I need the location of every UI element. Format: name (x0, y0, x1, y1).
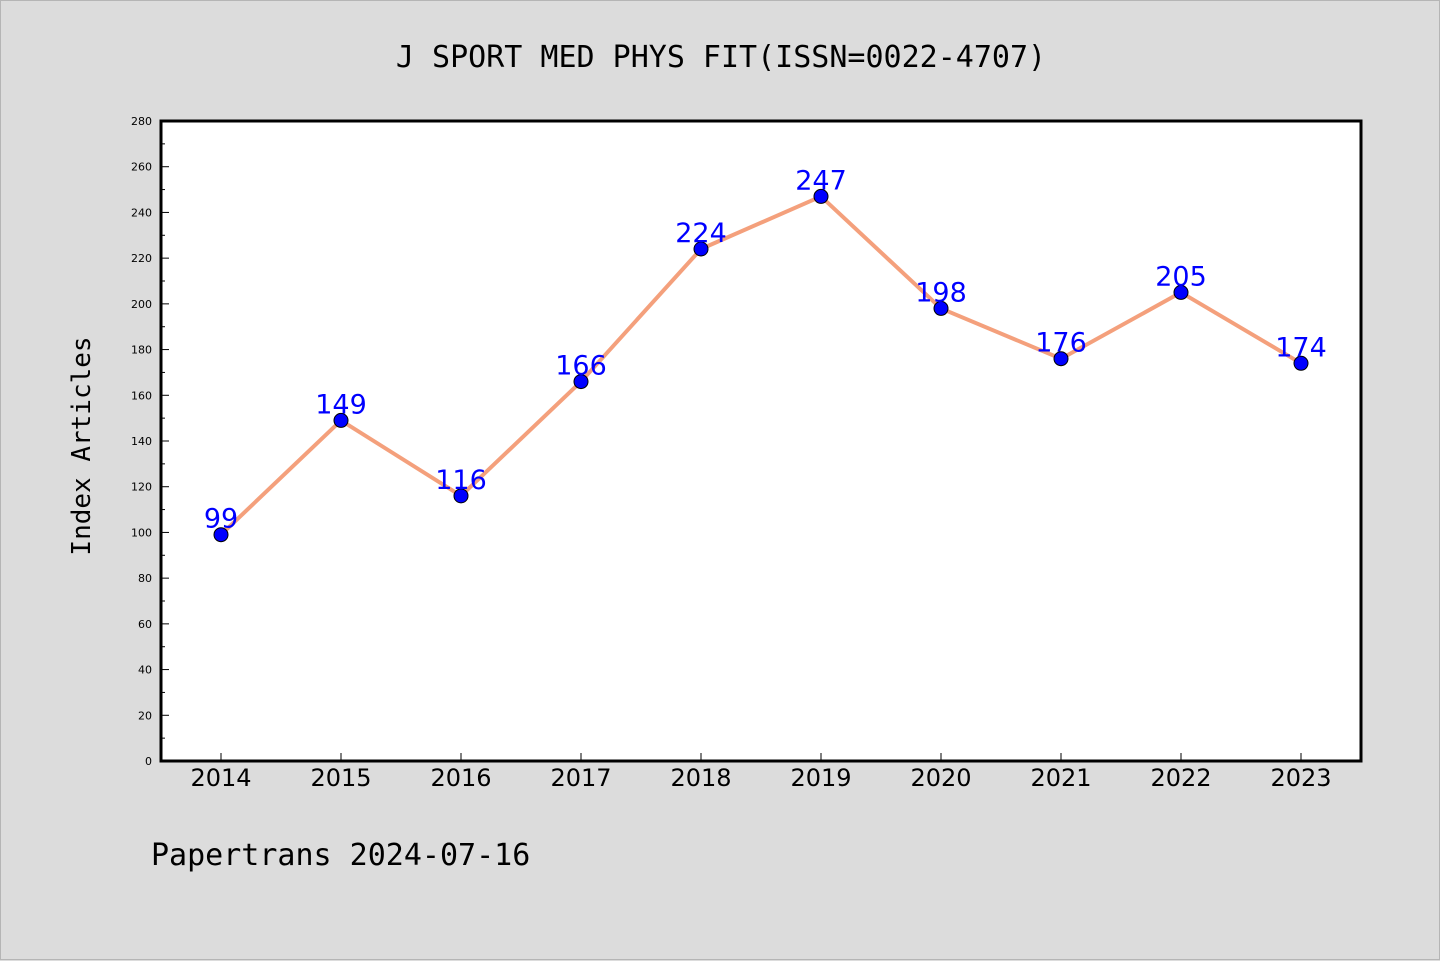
plot-border (159, 119, 1363, 763)
series-line (219, 194, 1303, 537)
data-label: 149 (315, 389, 367, 420)
y-tick-label: 80 (138, 572, 152, 585)
data-point (573, 374, 589, 390)
data-point (213, 527, 229, 543)
y-tick-label: 40 (138, 664, 152, 677)
y-tick-label: 160 (131, 389, 152, 402)
y-tick-label: 220 (131, 252, 152, 265)
data-point (333, 412, 349, 428)
chart-title: J SPORT MED PHYS FIT(ISSN=0022-4707) (396, 40, 1046, 75)
y-tick-label: 20 (138, 709, 152, 722)
x-tick-label: 2018 (670, 764, 731, 792)
x-tick-label: 2020 (910, 764, 971, 792)
y-tick-label: 120 (131, 481, 152, 494)
y-axis-ticks: 0 20 40 60 80 100 120 140 160 180 200 220 240 260 280 (131, 115, 169, 768)
y-tick-label: 0 (145, 755, 152, 768)
y-tick-label: 260 (131, 161, 152, 174)
series-layer (213, 188, 1309, 543)
plot-area (161, 121, 1361, 761)
data-label: 224 (675, 218, 727, 249)
y-tick-label: 60 (138, 618, 152, 631)
data-point (1293, 355, 1309, 371)
data-label: 99 (204, 504, 238, 535)
y-tick-label: 240 (131, 206, 152, 219)
y-tick-label: 100 (131, 526, 152, 539)
x-tick-label: 2022 (1150, 764, 1211, 792)
data-label: 166 (555, 351, 607, 382)
y-axis-label: Index Articles (67, 336, 97, 555)
data-label: 198 (915, 277, 967, 308)
data-point (813, 188, 829, 204)
x-tick-label: 2021 (1030, 764, 1091, 792)
data-label: 205 (1155, 261, 1207, 292)
data-label: 176 (1035, 328, 1087, 359)
x-tick-label: 2015 (310, 764, 371, 792)
x-tick-label: 2019 (790, 764, 851, 792)
x-axis-ticks: 2014 2015 2016 2017 2018 2019 2020 2021 2022 2023 (190, 753, 1332, 792)
footer-text: Papertrans 2024-07-16 (151, 838, 530, 873)
data-point (1053, 351, 1069, 367)
data-point (933, 300, 949, 316)
data-labels-layer: 99 149 116 166 224 247 198 176 205 174 (204, 165, 1327, 534)
y-tick-label: 180 (131, 344, 152, 357)
x-tick-label: 2017 (550, 764, 611, 792)
data-label: 174 (1275, 332, 1327, 363)
x-tick-label: 2014 (190, 764, 251, 792)
y-tick-label: 140 (131, 435, 152, 448)
y-tick-label: 200 (131, 298, 152, 311)
data-point (693, 241, 709, 257)
data-label: 116 (435, 465, 487, 496)
x-tick-label: 2023 (1270, 764, 1331, 792)
data-point (453, 488, 469, 504)
data-label: 247 (795, 165, 847, 196)
x-tick-label: 2016 (430, 764, 491, 792)
y-tick-label: 280 (131, 115, 152, 128)
data-point (1173, 284, 1189, 300)
